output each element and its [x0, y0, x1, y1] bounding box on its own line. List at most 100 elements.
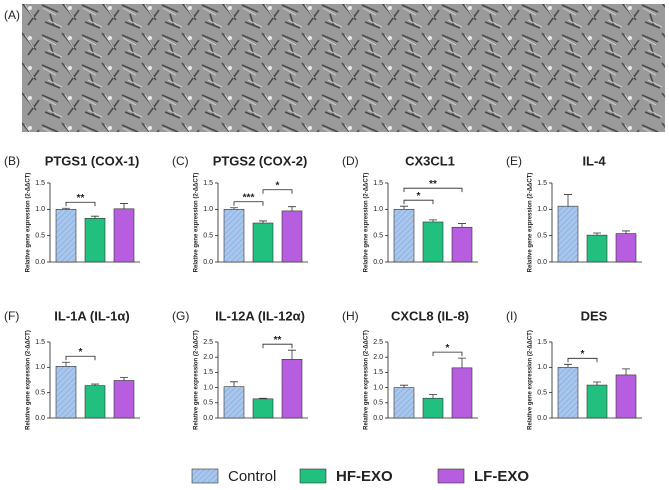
y-tick-label: 2.0: [203, 354, 213, 361]
error-bar: [91, 383, 99, 386]
error-bar: [259, 397, 267, 399]
significance-label: ***: [243, 192, 255, 203]
error-bar: [400, 384, 408, 388]
y-tick-label: 0.5: [537, 233, 547, 240]
y-tick-label: 1.0: [373, 206, 383, 213]
bar: [586, 384, 608, 419]
error-bar: [62, 361, 70, 367]
bar: [252, 398, 274, 419]
y-axis-label: Relative gene expression (2-ΔΔCT): [26, 173, 32, 273]
bar: [55, 366, 77, 419]
significance-bracket: [403, 199, 434, 205]
error-bar: [593, 232, 601, 236]
error-bar: [288, 349, 296, 360]
y-tick-label: 0.5: [35, 233, 45, 240]
y-axis-label: Relative gene expression (2-ΔΔCT): [194, 173, 200, 273]
y-tick-label: 1.5: [537, 180, 547, 187]
y-tick-label: 0.0: [537, 415, 547, 422]
bar: [84, 385, 106, 419]
panel-label: (D): [342, 154, 359, 168]
y-tick-label: 1.0: [373, 384, 383, 391]
error-bar: [120, 203, 128, 209]
error-bar: [622, 230, 630, 234]
significance-bracket: [262, 343, 293, 349]
error-bar: [593, 381, 601, 386]
panel-title: IL-1A (IL-1α): [54, 308, 129, 323]
error-bar: [622, 368, 630, 375]
significance-bracket: [403, 187, 463, 193]
panel-title: DES: [581, 308, 608, 323]
panel-label: (E): [506, 154, 522, 168]
y-tick-label: 0.5: [537, 390, 547, 397]
legend-label: LF-EXO: [474, 468, 529, 485]
significance-label: **: [274, 335, 282, 346]
y-tick-label: 1.0: [203, 206, 213, 213]
y-tick-label: 2.5: [373, 339, 383, 346]
panel-label: (B): [4, 154, 20, 168]
y-tick-label: 1.5: [203, 180, 213, 187]
error-bar: [288, 206, 296, 211]
y-axis-label: Relative gene expression (2-ΔΔCT): [26, 330, 32, 430]
y-tick-label: 0.0: [203, 415, 213, 422]
legend-swatch: [437, 468, 465, 484]
panel-label: (I): [506, 309, 517, 323]
panel-title: PTGS2 (COX-2): [213, 153, 308, 168]
error-bar: [62, 207, 70, 210]
y-tick-label: 1.5: [373, 180, 383, 187]
panel-label: (C): [172, 154, 189, 168]
error-bar: [458, 357, 466, 368]
significance-bracket: [432, 351, 463, 357]
significance-bracket: [65, 355, 96, 361]
bar: [451, 367, 473, 419]
bar: [422, 221, 444, 263]
legend-label: Control: [228, 468, 276, 485]
y-tick-label: 1.0: [203, 384, 213, 391]
y-tick-label: 1.0: [35, 206, 45, 213]
error-bar: [230, 207, 238, 210]
y-tick-label: 1.0: [537, 364, 547, 371]
panel-title: CX3CL1: [405, 153, 455, 168]
error-bar: [91, 215, 99, 219]
y-axis-label: Relative gene expression (2-ΔΔCT): [528, 173, 534, 273]
y-tick-label: 1.5: [35, 180, 45, 187]
panel-title: IL-12A (IL-12α): [215, 308, 305, 323]
bar: [281, 210, 303, 263]
significance-label: *: [446, 343, 450, 354]
bar: [615, 233, 637, 263]
significance-bracket: [262, 189, 293, 194]
error-bar: [429, 219, 437, 222]
y-tick-label: 0.0: [203, 259, 213, 266]
y-tick-label: 1.5: [35, 339, 45, 346]
significance-label: *: [417, 191, 421, 202]
y-axis-label: Relative gene expression (2-ΔΔCT): [364, 173, 370, 273]
y-tick-label: 1.0: [537, 206, 547, 213]
panel-label: (G): [172, 309, 189, 323]
error-bar: [429, 394, 437, 399]
y-tick-label: 2.5: [203, 339, 213, 346]
y-tick-label: 0.0: [373, 415, 383, 422]
panel-title: CXCL8 (IL-8): [391, 308, 469, 323]
significance-bracket: [65, 201, 96, 207]
error-bar: [400, 205, 408, 210]
y-tick-label: 0.5: [203, 400, 213, 407]
y-axis-label: Relative gene expression (2-ΔΔCT): [528, 330, 534, 430]
error-bar: [230, 381, 238, 387]
significance-label: *: [79, 347, 83, 358]
y-tick-label: 0.5: [35, 390, 45, 397]
error-bar: [458, 223, 466, 228]
bar: [393, 387, 415, 419]
y-tick-label: 0.5: [373, 400, 383, 407]
significance-bracket: [567, 357, 598, 363]
error-bar: [259, 220, 267, 224]
panel-label: (F): [4, 309, 19, 323]
bar: [422, 397, 444, 419]
bar: [84, 217, 106, 263]
y-axis-label: Relative gene expression (2-ΔΔCT): [194, 330, 200, 430]
bar: [223, 209, 245, 263]
bar: [113, 208, 135, 263]
bar: [586, 234, 608, 263]
legend-label: HF-EXO: [336, 468, 393, 485]
error-bar: [564, 194, 572, 207]
bar: [281, 359, 303, 419]
